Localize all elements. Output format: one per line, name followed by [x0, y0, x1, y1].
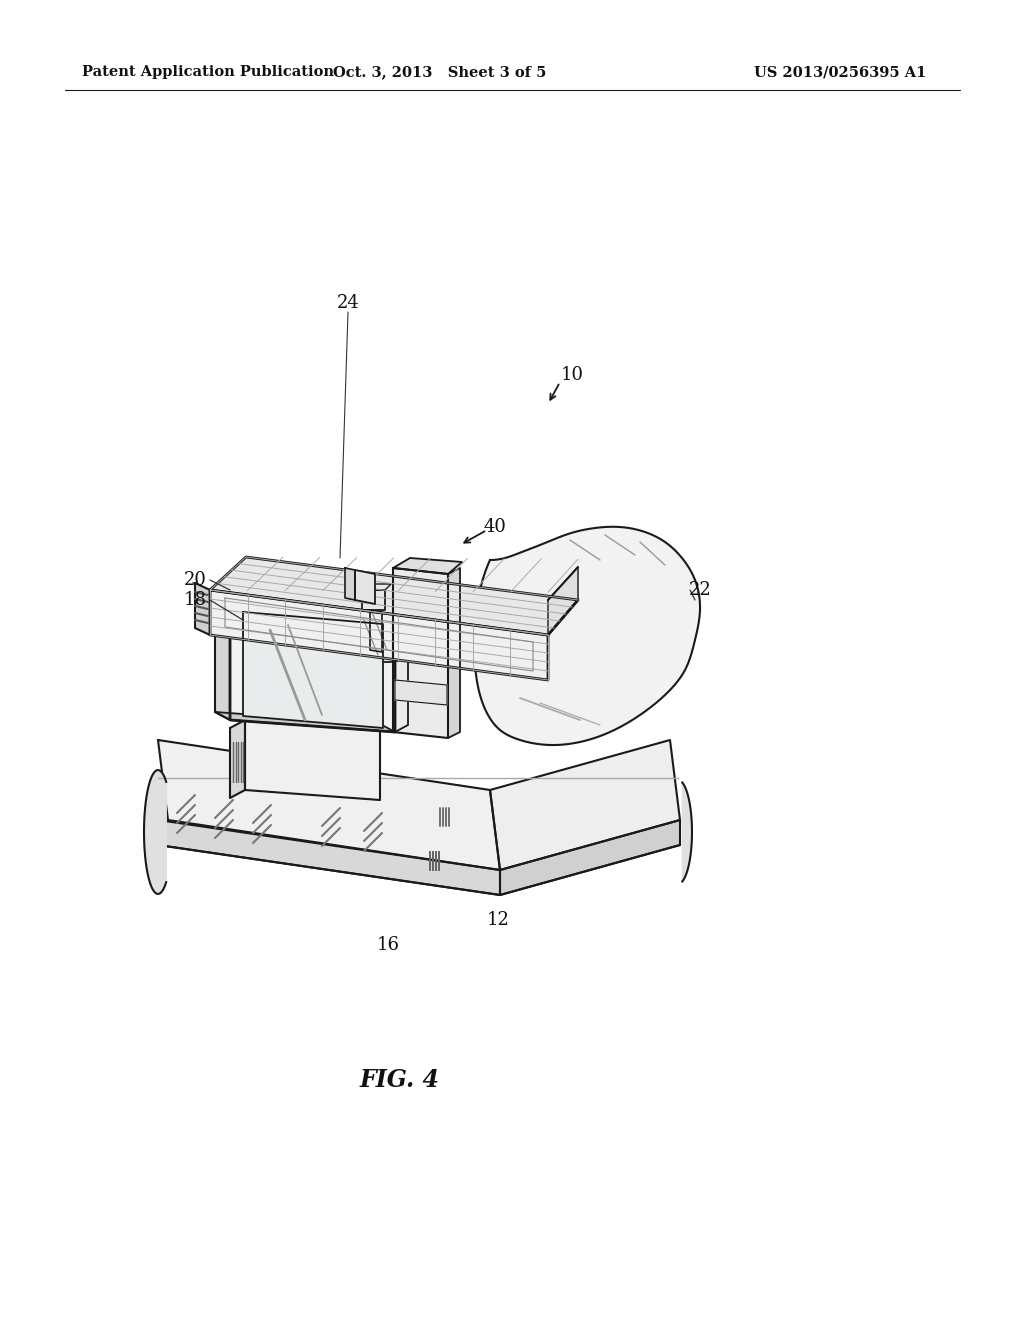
Polygon shape: [245, 700, 395, 730]
Polygon shape: [210, 590, 548, 680]
Polygon shape: [158, 741, 500, 870]
Text: 20: 20: [183, 572, 207, 589]
Polygon shape: [345, 568, 355, 601]
Polygon shape: [195, 583, 210, 635]
Text: 40: 40: [483, 517, 507, 536]
Text: 22: 22: [688, 581, 712, 599]
Polygon shape: [490, 741, 680, 870]
Text: 16: 16: [377, 936, 399, 954]
Text: Oct. 3, 2013   Sheet 3 of 5: Oct. 3, 2013 Sheet 3 of 5: [334, 65, 547, 79]
Polygon shape: [393, 558, 462, 574]
Polygon shape: [500, 820, 680, 895]
Polygon shape: [449, 568, 460, 738]
Polygon shape: [474, 527, 700, 744]
Polygon shape: [230, 601, 395, 733]
Polygon shape: [362, 583, 391, 590]
Text: US 2013/0256395 A1: US 2013/0256395 A1: [754, 65, 926, 79]
Polygon shape: [215, 711, 395, 733]
Text: Patent Application Publication: Patent Application Publication: [82, 65, 334, 79]
Polygon shape: [362, 590, 385, 610]
Polygon shape: [243, 612, 383, 729]
Text: FIG. 4: FIG. 4: [360, 1068, 440, 1092]
Polygon shape: [393, 568, 449, 738]
Polygon shape: [395, 605, 408, 733]
Polygon shape: [230, 719, 245, 799]
Polygon shape: [682, 783, 692, 882]
Polygon shape: [215, 591, 230, 719]
Polygon shape: [395, 680, 447, 705]
Polygon shape: [355, 570, 375, 605]
Text: 12: 12: [486, 911, 509, 929]
Text: 24: 24: [337, 294, 359, 312]
Polygon shape: [245, 719, 380, 800]
Polygon shape: [210, 557, 578, 635]
Text: 10: 10: [560, 366, 584, 384]
Polygon shape: [349, 597, 418, 663]
Polygon shape: [548, 568, 578, 635]
Text: 18: 18: [183, 591, 207, 609]
Polygon shape: [144, 770, 166, 894]
Polygon shape: [370, 610, 382, 652]
Polygon shape: [158, 820, 500, 895]
